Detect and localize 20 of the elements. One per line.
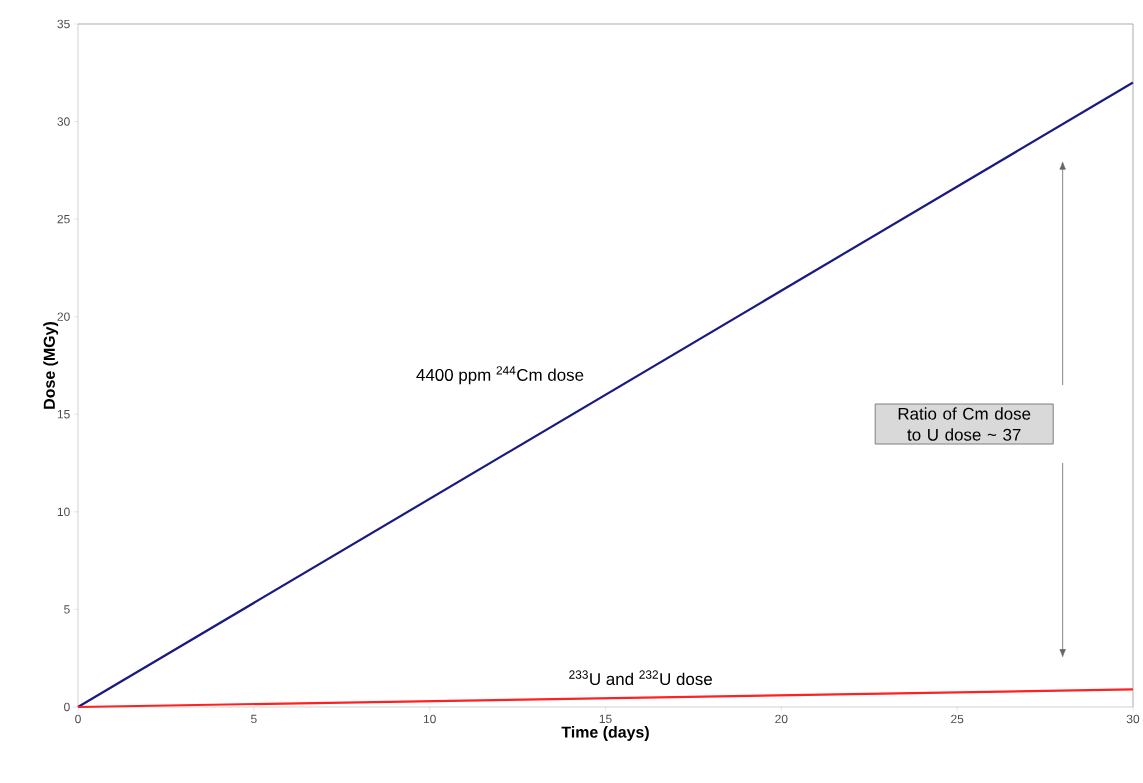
y-tick-label: 0 [64,702,70,712]
y-tick-label: 20 [57,312,70,321]
annotation: Ratio of Cm dose to U dose ~ 37 [898,407,1031,441]
x-tick-label: 5 [251,714,257,724]
x-axis-title: Time (days) [561,726,649,741]
x-tick-label: 15 [599,714,612,724]
x-tick-label: 25 [951,714,964,724]
y-tick-label: 35 [57,19,70,29]
y-tick-label: 10 [57,507,70,517]
x-tick-label: 30 [1126,714,1140,724]
annotation: 4400 ppm $^{244}$Cm dose [416,366,584,385]
y-tick-label: 5 [64,605,70,614]
annotation: $^{233}$U and $^{232}$U dose [569,670,712,686]
x-tick-label: 20 [775,714,788,724]
x-tick-label: 0 [75,714,81,724]
y-tick-label: 15 [57,410,70,419]
x-tick-label: 10 [423,714,436,724]
y-tick-label: 25 [57,214,70,224]
y-tick-label: 30 [57,117,70,126]
y-axis-title: Dose (MGy) [43,322,59,409]
